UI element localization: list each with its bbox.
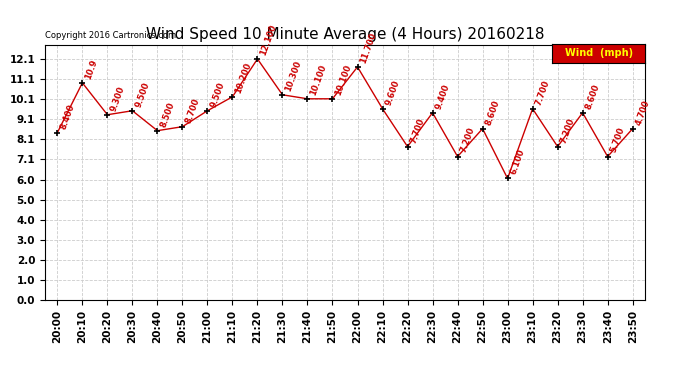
Text: 8.600: 8.600 bbox=[484, 98, 502, 126]
Text: 10.300: 10.300 bbox=[284, 59, 303, 92]
Text: 7.700: 7.700 bbox=[408, 117, 426, 144]
Title: Wind Speed 10 Minute Average (4 Hours) 20160218: Wind Speed 10 Minute Average (4 Hours) 2… bbox=[146, 27, 544, 42]
Text: 7.700: 7.700 bbox=[534, 79, 551, 106]
Text: 9.300: 9.300 bbox=[108, 85, 126, 112]
Text: 7.200: 7.200 bbox=[459, 126, 476, 154]
Text: 4.700: 4.700 bbox=[634, 98, 651, 126]
Text: 10.100: 10.100 bbox=[308, 63, 328, 96]
Text: 7.200: 7.200 bbox=[559, 116, 576, 144]
Text: 9.500: 9.500 bbox=[208, 81, 226, 108]
Text: 10.100: 10.100 bbox=[334, 63, 353, 96]
Text: 5.700: 5.700 bbox=[609, 126, 627, 154]
Text: 12.100: 12.100 bbox=[259, 23, 278, 57]
Text: 8.400: 8.400 bbox=[59, 102, 76, 130]
Text: 9.400: 9.400 bbox=[434, 82, 451, 110]
Text: 6.100: 6.100 bbox=[509, 148, 526, 176]
Text: 8.500: 8.500 bbox=[159, 100, 176, 128]
Text: Copyright 2016 Cartronics.com: Copyright 2016 Cartronics.com bbox=[45, 31, 176, 40]
Text: 9.500: 9.500 bbox=[134, 81, 151, 108]
Text: 8.600: 8.600 bbox=[584, 82, 602, 110]
Text: 10.200: 10.200 bbox=[234, 61, 253, 94]
Text: 8.700: 8.700 bbox=[184, 96, 201, 124]
Text: 11.700: 11.700 bbox=[359, 31, 378, 64]
Text: 9.600: 9.600 bbox=[384, 78, 402, 106]
Text: 10.9: 10.9 bbox=[83, 58, 99, 81]
